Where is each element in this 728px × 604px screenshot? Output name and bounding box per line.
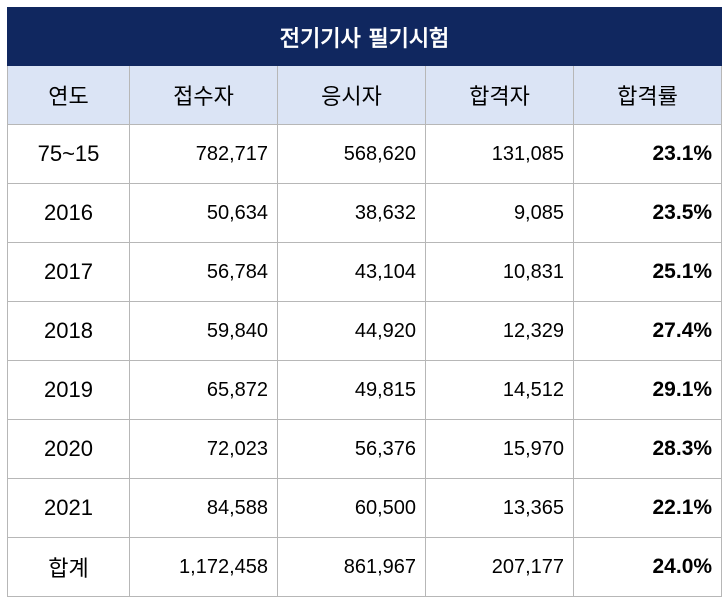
- pass-rate-cell: 23.1%: [572, 124, 723, 184]
- year-cell: 2021: [7, 478, 130, 538]
- passed-cell: 10,831: [425, 242, 574, 302]
- pass-rate-cell: 25.1%: [572, 242, 723, 302]
- year-cell: 75~15: [7, 124, 130, 184]
- pass-rate-cell: 22.1%: [572, 478, 723, 538]
- passed-cell: 13,365: [425, 478, 574, 538]
- pass-rate-cell: 23.5%: [572, 183, 723, 243]
- header-examinees: 응시자: [277, 65, 426, 125]
- passed-cell: 12,329: [425, 301, 574, 361]
- examinees-cell: 49,815: [277, 360, 426, 420]
- year-cell: 2016: [7, 183, 130, 243]
- year-cell: 2019: [7, 360, 130, 420]
- examinees-cell: 60,500: [277, 478, 426, 538]
- header-applicants: 접수자: [129, 65, 278, 125]
- examinees-cell: 56,376: [277, 419, 426, 479]
- applicants-total-cell: 1,172,458: [129, 537, 278, 597]
- total-label-cell: 합계: [7, 537, 130, 597]
- table-row: 2019 65,872 49,815 14,512 29.1%: [7, 360, 723, 420]
- passed-cell: 14,512: [425, 360, 574, 420]
- passed-cell: 9,085: [425, 183, 574, 243]
- applicants-cell: 72,023: [129, 419, 278, 479]
- applicants-cell: 782,717: [129, 124, 278, 184]
- examinees-cell: 568,620: [277, 124, 426, 184]
- applicants-cell: 56,784: [129, 242, 278, 302]
- examinees-total-cell: 861,967: [277, 537, 426, 597]
- pass-rate-cell: 27.4%: [572, 301, 723, 361]
- applicants-cell: 84,588: [129, 478, 278, 538]
- applicants-cell: 59,840: [129, 301, 278, 361]
- table-title: 전기기사 필기시험: [6, 7, 723, 66]
- pass-rate-total-cell: 24.0%: [572, 537, 723, 597]
- examinees-cell: 38,632: [277, 183, 426, 243]
- year-cell: 2017: [7, 242, 130, 302]
- examinees-cell: 44,920: [277, 301, 426, 361]
- exam-stats-table-container: 전기기사 필기시험 연도 접수자 응시자 합격자 합격률 75~15 782,7…: [6, 7, 723, 597]
- year-cell: 2018: [7, 301, 130, 361]
- header-year: 연도: [7, 65, 130, 125]
- table-row: 2021 84,588 60,500 13,365 22.1%: [7, 478, 723, 538]
- table-row: 2016 50,634 38,632 9,085 23.5%: [7, 183, 723, 243]
- applicants-cell: 65,872: [129, 360, 278, 420]
- pass-rate-cell: 29.1%: [572, 360, 723, 420]
- header-passed: 합격자: [425, 65, 574, 125]
- exam-stats-table: 전기기사 필기시험 연도 접수자 응시자 합격자 합격률 75~15 782,7…: [6, 7, 723, 597]
- year-cell: 2020: [7, 419, 130, 479]
- passed-cell: 15,970: [425, 419, 574, 479]
- examinees-cell: 43,104: [277, 242, 426, 302]
- total-row: 합계 1,172,458 861,967 207,177 24.0%: [7, 537, 723, 597]
- passed-cell: 131,085: [425, 124, 574, 184]
- table-row: 2017 56,784 43,104 10,831 25.1%: [7, 242, 723, 302]
- table-row: 75~15 782,717 568,620 131,085 23.1%: [7, 124, 723, 184]
- applicants-cell: 50,634: [129, 183, 278, 243]
- table-row: 2018 59,840 44,920 12,329 27.4%: [7, 301, 723, 361]
- header-pass-rate: 합격률: [572, 65, 723, 125]
- passed-total-cell: 207,177: [425, 537, 574, 597]
- table-row: 2020 72,023 56,376 15,970 28.3%: [7, 419, 723, 479]
- pass-rate-cell: 28.3%: [572, 419, 723, 479]
